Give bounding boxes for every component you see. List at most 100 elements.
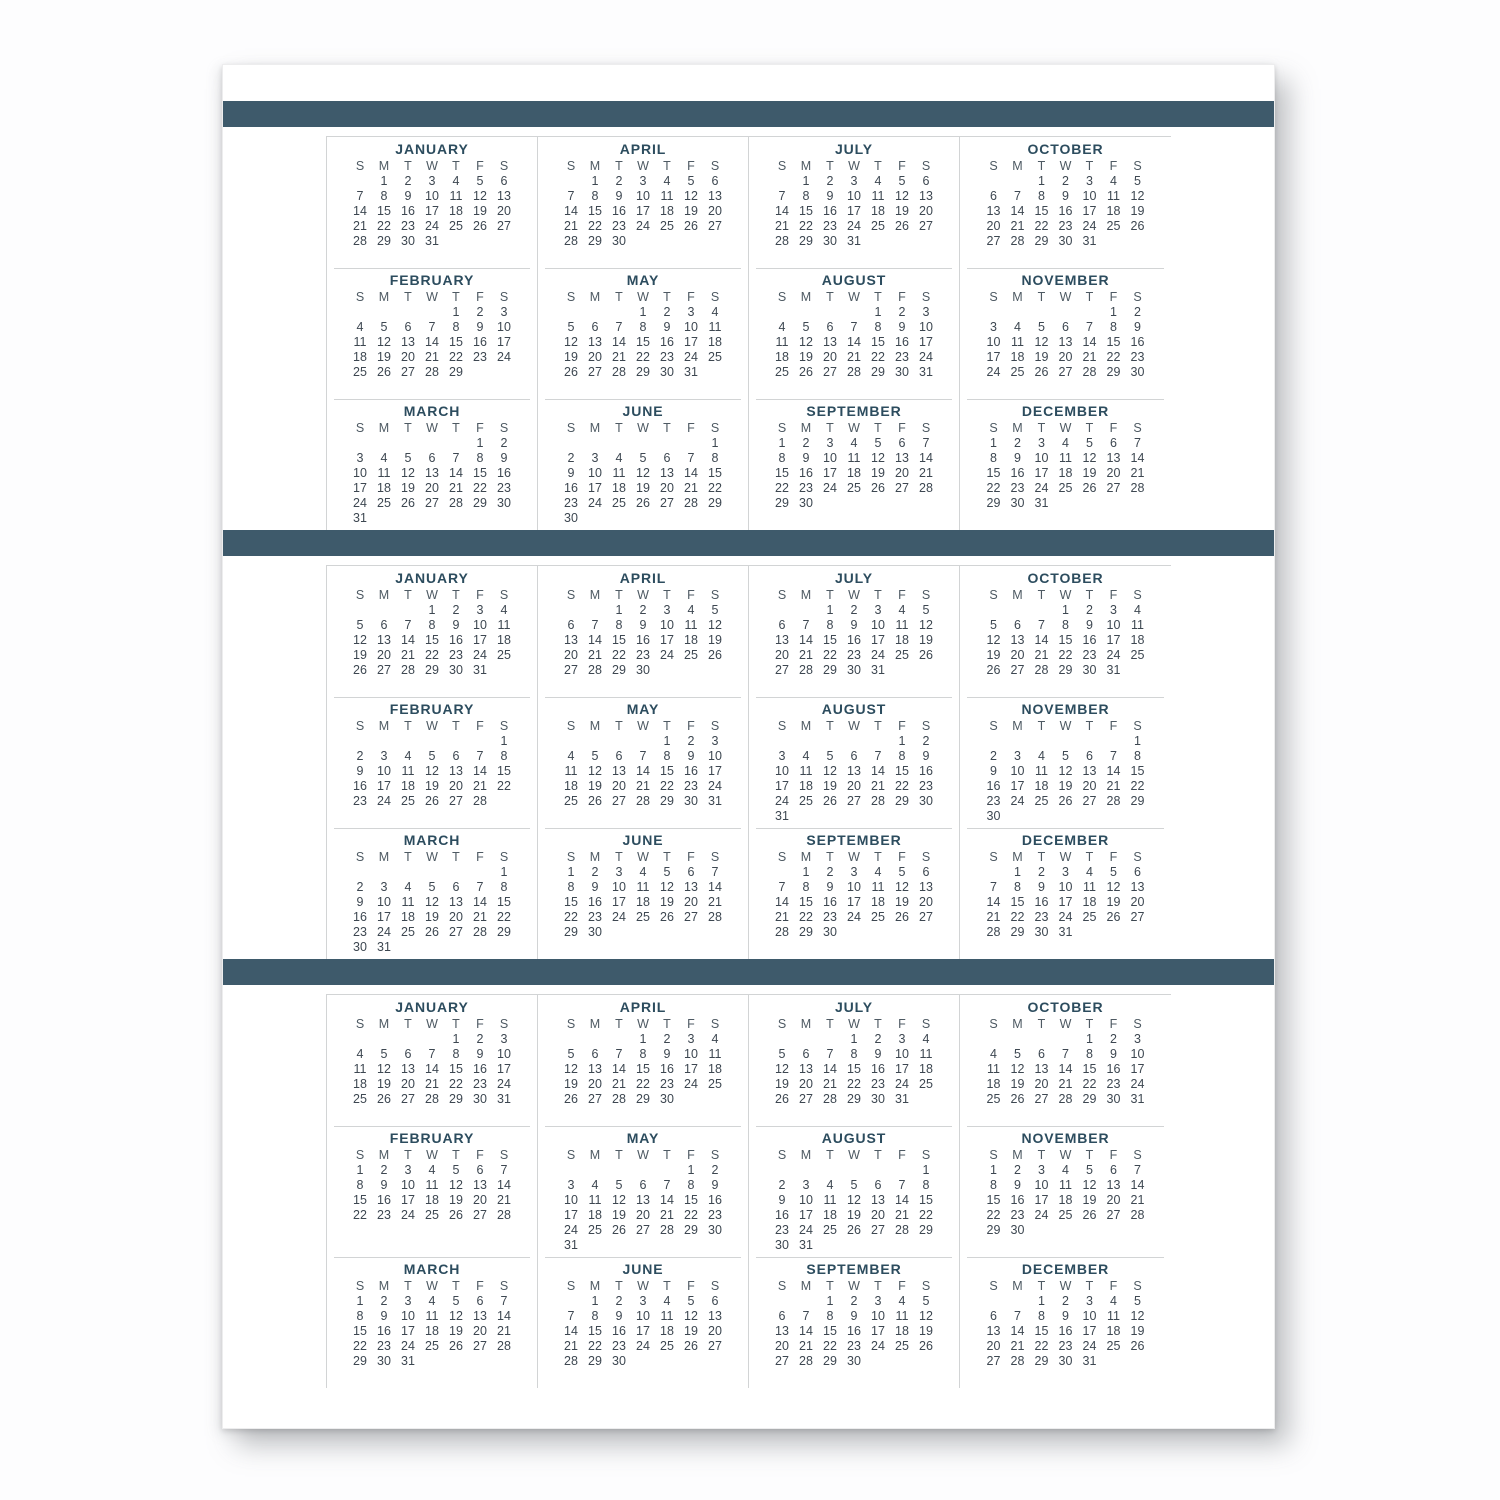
day-number: 16 [1058,1324,1073,1338]
day-number: 4 [615,451,623,465]
day-number: 23 [1034,910,1049,924]
weekday-letter: W [848,290,860,304]
weekday-letter: W [426,421,438,435]
day-number: 19 [636,481,650,495]
day-number: 10 [847,189,861,203]
day-number: 2 [922,734,930,748]
day-number: 10 [871,1309,885,1323]
day-number: 2 [1134,305,1141,319]
day-number: 21 [1010,1339,1025,1353]
weekday-letter: S [710,588,720,602]
weekday-letter: F [476,850,484,864]
day-number: 11 [588,1193,602,1207]
day-number: 21 [1082,350,1097,364]
day-number: 29 [636,1092,650,1106]
day-number: 8 [1110,320,1117,334]
weekday-letter: F [898,421,906,435]
day-number: 16 [1130,335,1145,349]
day-number: 16 [1010,466,1025,480]
day-number: 11 [871,880,885,894]
day-number: 30 [1010,1223,1025,1237]
day-number: 17 [919,335,933,349]
day-number: 15 [588,1324,602,1338]
empty-day-cell [559,1032,583,1047]
day-number: 29 [588,234,602,248]
day-number: 8 [500,880,508,894]
empty-day-cell [655,234,679,249]
weekday-letter: S [777,159,787,173]
day-number: 7 [500,1163,508,1177]
weekday-letter: S [710,850,720,864]
day-number: 4 [639,865,647,879]
weekday-letter: M [378,1148,390,1162]
mini-month-december: DECEMBER S M T W T F S 1 2 3 4 5 6 7 8 9 10 11 12 13 14 15 16 17… [960,828,1171,959]
day-number: 14 [425,1062,439,1076]
day-number: 18 [871,204,885,218]
weekday-letter: W [637,588,649,602]
day-number: 13 [775,1324,789,1338]
day-number: 10 [1106,618,1121,632]
day-number: 8 [850,1047,858,1061]
day-number: 30 [636,663,650,677]
day-number: 29 [823,663,837,677]
day-number: 12 [425,895,439,909]
weekday-letter: M [378,719,390,733]
day-number: 22 [919,1208,933,1222]
weekday-letter: W [1059,290,1072,304]
day-number: 16 [919,764,933,778]
day-number: 18 [401,910,415,924]
day-number: 14 [497,1309,511,1323]
day-number: 28 [799,663,813,677]
day-number: 23 [612,1339,626,1353]
day-number: 16 [353,779,367,793]
empty-day-cell [444,511,468,526]
weekday-letter: F [687,1148,695,1162]
day-number: 2 [850,1294,858,1308]
day-number: 29 [473,496,487,510]
day-number: 19 [1058,779,1073,793]
day-number: 18 [377,481,391,495]
day-number: 30 [1082,663,1097,677]
weekday-letter: S [989,290,998,304]
mini-month-august: AUGUST S M T W T F S 1 2 3 4 5 6 7 8 9 10 11 12 13 14 15 16 17 18… [749,697,960,828]
month-day-grid: S M T W T F S 1 2 3 4 5 6 7 8 9 10 11 12 13 14 15 16 17 18 19 20 21… [538,719,748,809]
day-number: 8 [1134,749,1141,763]
day-number: 12 [847,1193,861,1207]
day-number: 8 [1038,1309,1045,1323]
day-number: 25 [847,481,861,495]
day-number: 1 [826,1294,834,1308]
day-number: 2 [1014,1163,1021,1177]
day-number: 1 [663,734,671,748]
mini-month-september: SEPTEMBER S M T W T F S 1 2 3 4 5 6 7 8 9 10 11 12 13 14 15 16 1… [749,828,960,959]
day-number: 12 [986,633,1001,647]
day-number: 4 [826,1178,834,1192]
day-number: 11 [497,618,511,632]
day-number: 12 [449,1178,463,1192]
day-number: 1 [1014,865,1021,879]
day-number: 21 [1130,1193,1145,1207]
day-number: 30 [1034,925,1049,939]
weekday-letter: S [566,159,576,173]
empty-day-cell [1102,1354,1126,1369]
day-number: 27 [708,219,722,233]
empty-day-cell [914,809,938,824]
day-number: 10 [377,895,391,909]
day-number: 13 [1034,1062,1049,1076]
empty-day-cell [770,305,794,320]
day-number: 3 [922,305,930,319]
empty-day-cell [372,511,396,526]
day-number: 2 [500,436,508,450]
day-number: 6 [1038,1047,1045,1061]
empty-day-cell [631,436,655,451]
weekday-letter: T [1085,850,1094,864]
empty-day-cell [1078,305,1102,320]
day-number: 3 [1014,749,1021,763]
empty-day-cell [679,234,703,249]
day-number: 30 [1010,496,1025,510]
day-number: 22 [588,1339,602,1353]
empty-day-cell [348,865,372,880]
day-number: 14 [353,204,367,218]
day-number: 24 [377,925,391,939]
weekday-letter: S [777,719,787,733]
day-number: 26 [919,1339,933,1353]
